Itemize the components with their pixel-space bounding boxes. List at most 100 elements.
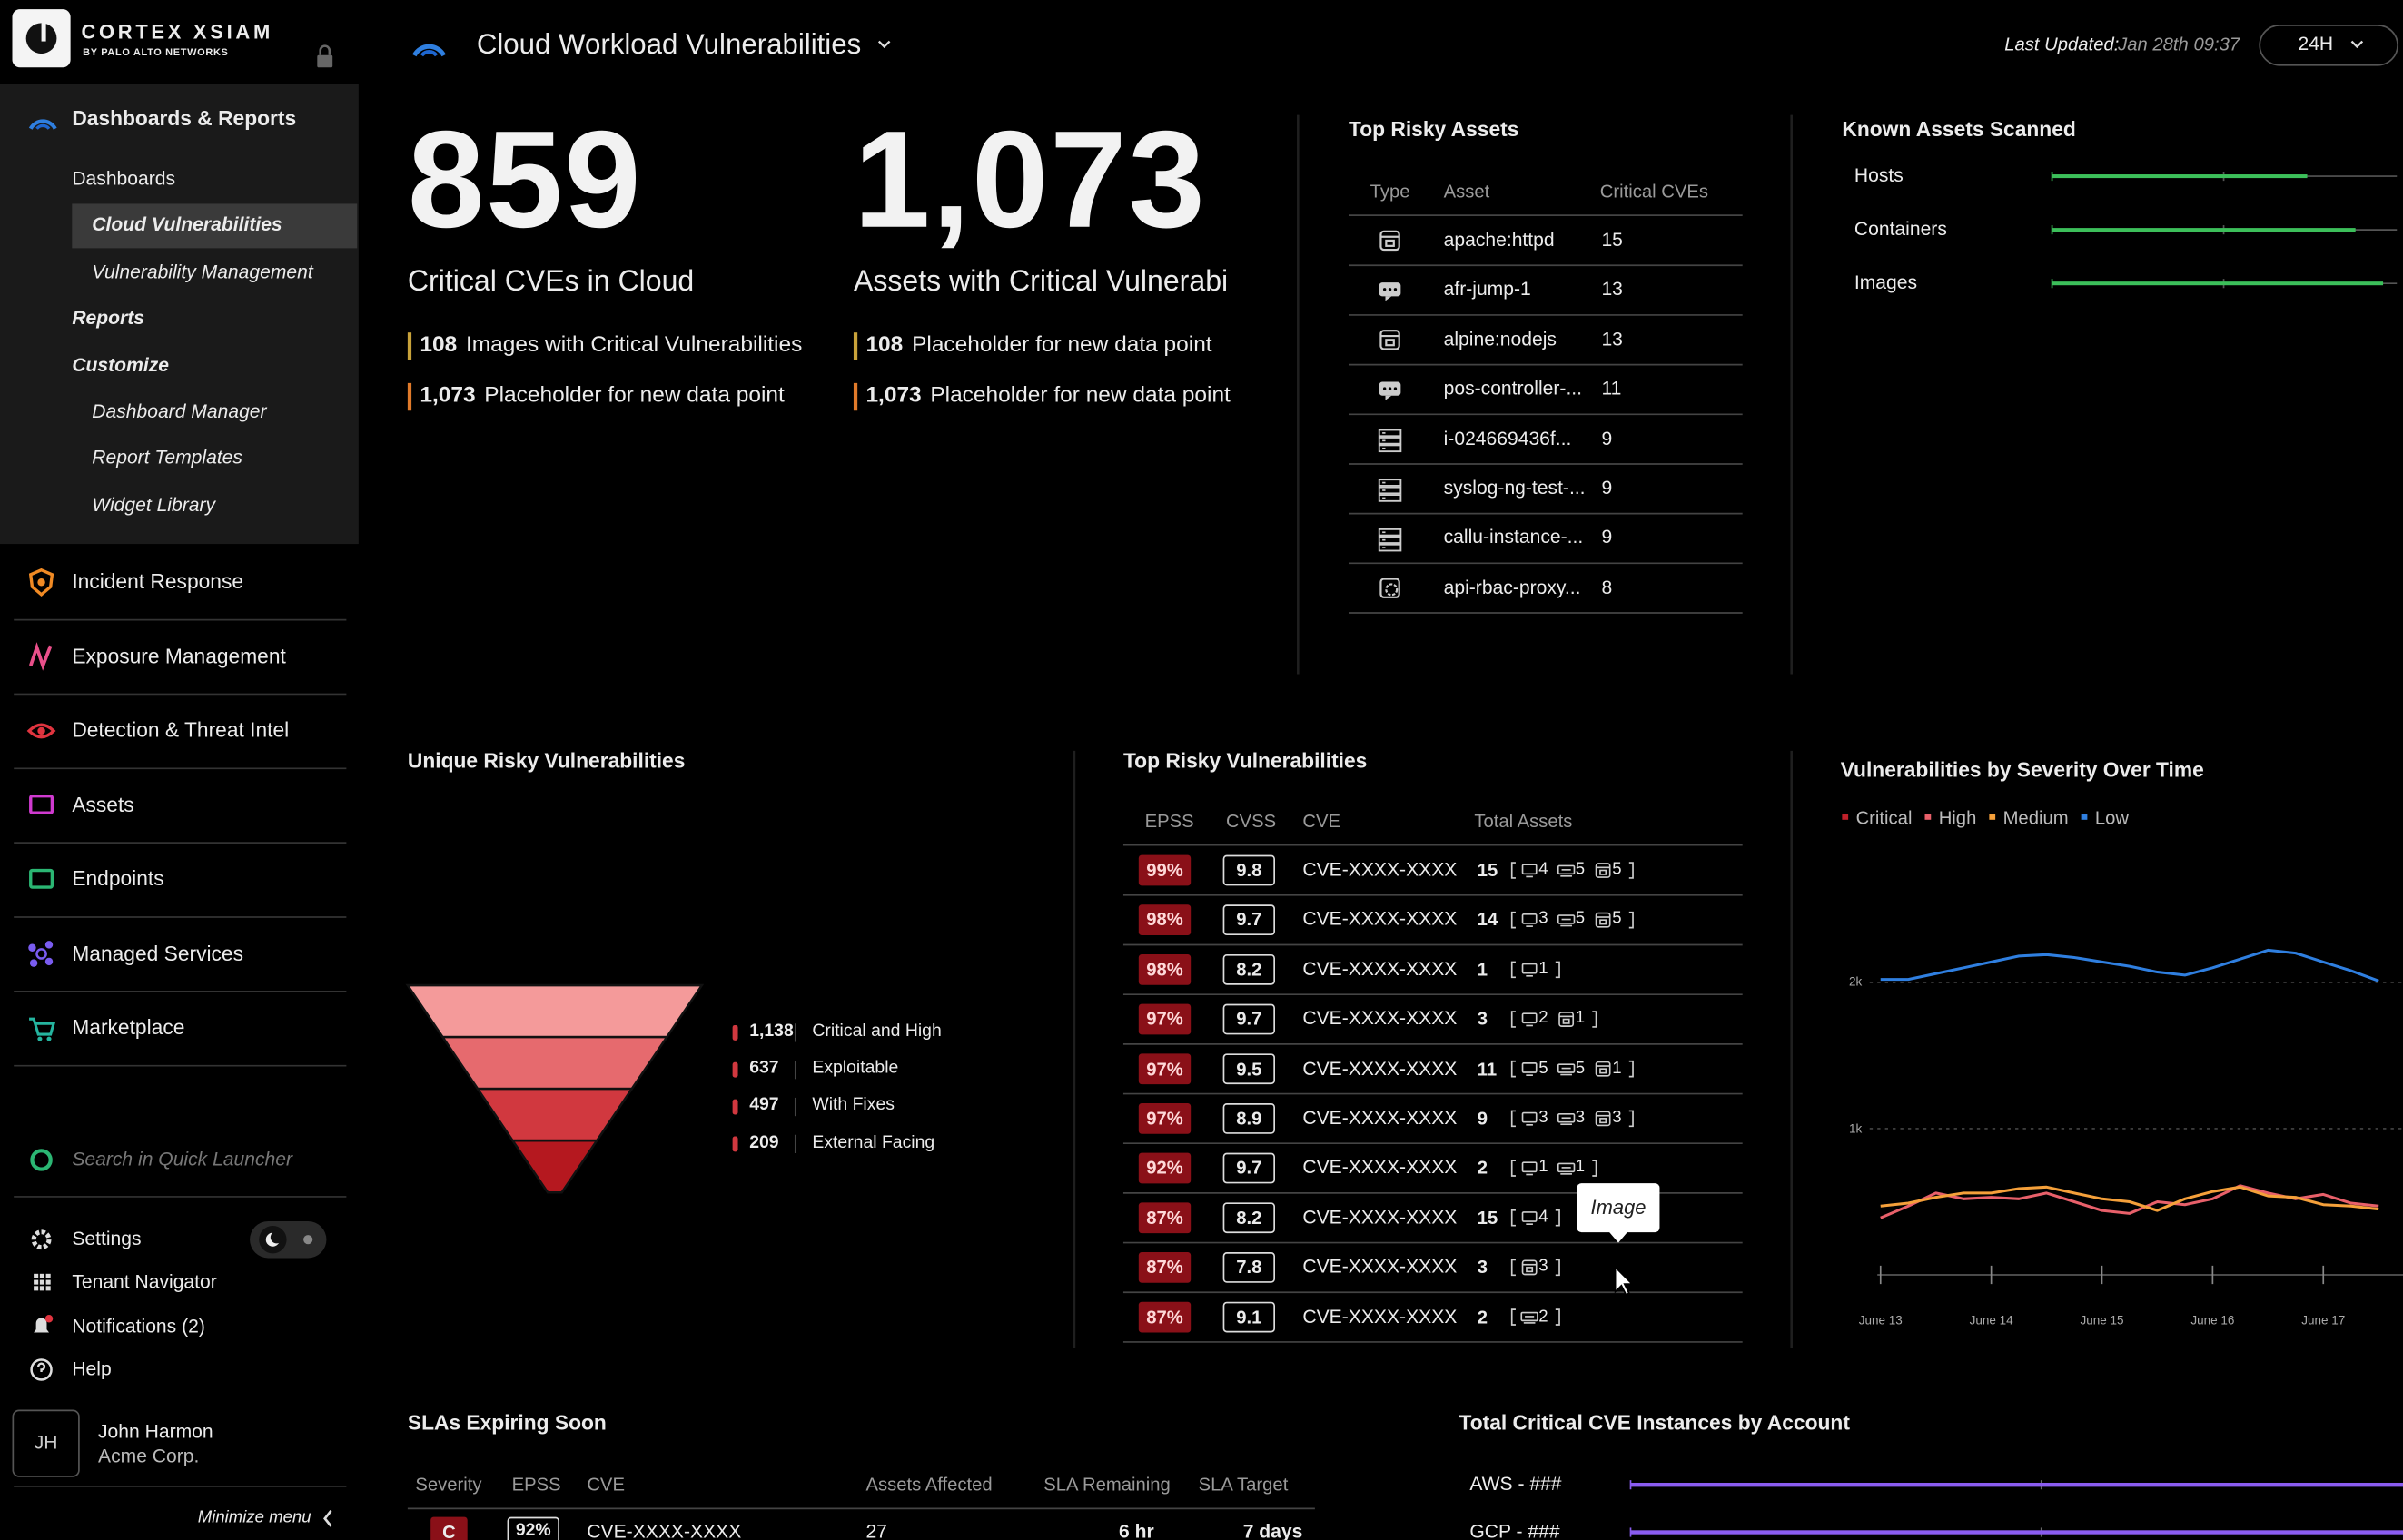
submenu-item[interactable]: Dashboards xyxy=(72,167,176,190)
asset-name[interactable]: alpine:nodejs xyxy=(1443,328,1557,350)
monitor-icon xyxy=(1521,913,1538,927)
utility-item[interactable]: Notifications (2) xyxy=(72,1315,205,1337)
asset-type-label: Containers xyxy=(1854,218,1947,241)
bracket xyxy=(1628,1110,1634,1128)
coverage-bar xyxy=(2052,174,2308,179)
nodes-icon xyxy=(28,941,54,967)
submenu-item[interactable]: Reports xyxy=(72,307,145,329)
cvss-value: 8.9 xyxy=(1236,1107,1262,1130)
asset-breakdown-count: 5 xyxy=(1575,860,1586,879)
funnel-label: Exploitable xyxy=(812,1059,899,1078)
user-avatar xyxy=(12,1409,80,1477)
nav-section[interactable]: Dashboards & Reports xyxy=(72,106,297,131)
help-icon xyxy=(30,1358,53,1381)
icon-part xyxy=(1562,1018,1570,1024)
icon-part xyxy=(1385,395,1392,400)
severity-value: C xyxy=(442,1521,456,1540)
legend-label[interactable]: Critical xyxy=(1855,806,1913,829)
cve-id[interactable]: CVE-XXXX-XXXX xyxy=(1302,1206,1458,1229)
asset-name[interactable]: pos-controller-... xyxy=(1443,378,1583,400)
cve-id[interactable]: CVE-XXXX-XXXX xyxy=(1302,1057,1458,1080)
cvss-value: 9.7 xyxy=(1236,909,1262,931)
dashboard-title[interactable]: Cloud Workload Vulnerabilities xyxy=(476,27,862,60)
asset-breakdown-count: 1 xyxy=(1575,1158,1586,1177)
epss-value: 98% xyxy=(1146,909,1183,931)
submenu-item[interactable]: Dashboard Manager xyxy=(92,400,267,422)
legend-label[interactable]: High xyxy=(1938,806,1977,829)
submenu-item[interactable]: Report Templates xyxy=(92,446,242,469)
box-icon xyxy=(1380,330,1400,350)
epss-value: 97% xyxy=(1146,1058,1183,1080)
cve-id[interactable]: CVE-XXXX-XXXX xyxy=(1302,1156,1458,1179)
icon-part xyxy=(35,948,47,960)
x-tick-label: June 13 xyxy=(1858,1313,1903,1328)
legend-label[interactable]: Medium xyxy=(2002,806,2069,829)
icon-part xyxy=(1378,429,1402,438)
icon-part xyxy=(1378,444,1402,453)
utility-item[interactable]: Settings xyxy=(72,1228,142,1250)
legend-marker xyxy=(732,1136,738,1152)
icon-part xyxy=(28,119,57,130)
nav-item[interactable]: Managed Services xyxy=(72,941,243,965)
cve-id[interactable]: CVE-XXXX-XXXX xyxy=(1302,1107,1458,1129)
cve-id[interactable]: CVE-XXXX-XXXX xyxy=(1302,1007,1458,1030)
brand-sub: BY PALO ALTO NETWORKS xyxy=(83,47,229,59)
nav-item[interactable]: Assets xyxy=(72,793,134,816)
icon-part xyxy=(1557,1112,1576,1123)
funnel-value: 209 xyxy=(749,1133,779,1152)
lock-icon xyxy=(317,54,333,68)
legend-marker xyxy=(732,1099,738,1115)
tenant-icon xyxy=(39,1273,44,1278)
asset-name[interactable]: api-rbac-proxy... xyxy=(1443,577,1581,598)
bracket xyxy=(1510,1011,1516,1028)
total-assets: 3 xyxy=(1477,1256,1488,1278)
range-button-label[interactable]: 24H xyxy=(2298,33,2334,54)
cvss-value: 9.1 xyxy=(1236,1306,1262,1328)
utility-item[interactable]: Help xyxy=(72,1357,112,1380)
column-header: EPSS xyxy=(511,1474,561,1496)
arc-icon xyxy=(28,119,57,130)
submenu-item[interactable]: Customize xyxy=(72,354,169,377)
icon-part xyxy=(1388,288,1392,291)
asset-name[interactable]: afr-jump-1 xyxy=(1443,278,1531,301)
minimize-menu[interactable]: Minimize menu xyxy=(197,1508,312,1527)
cvss-value: 7.8 xyxy=(1236,1256,1262,1278)
utility-item[interactable]: Tenant Navigator xyxy=(72,1271,217,1293)
box-icon xyxy=(1595,1111,1611,1127)
submenu-item[interactable]: Widget Library xyxy=(92,494,216,516)
bracket xyxy=(1628,1060,1634,1078)
cve-id[interactable]: CVE-XXXX-XXXX xyxy=(1302,958,1458,980)
total-assets: 2 xyxy=(1477,1306,1488,1328)
range-button[interactable] xyxy=(2259,25,2398,66)
asset-breakdown-count: 3 xyxy=(1612,1108,1622,1127)
cve-id[interactable]: CVE-XXXX-XXXX xyxy=(1302,908,1458,931)
nav-item[interactable]: Incident Response xyxy=(72,569,244,593)
legend-swatch xyxy=(1924,814,1932,820)
panel-title: Total Critical CVE Instances by Account xyxy=(1459,1411,1850,1435)
bracket xyxy=(1510,1308,1516,1326)
cve-id[interactable]: CVE-XXXX-XXXX xyxy=(1302,1256,1458,1278)
bracket xyxy=(1555,1209,1560,1227)
collapse-icon xyxy=(323,1510,332,1527)
cve-id[interactable]: CVE-XXXX-XXXX xyxy=(1302,858,1458,881)
quick-launcher-search[interactable]: Search in Quick Launcher xyxy=(72,1148,293,1170)
asset-name[interactable]: apache:httpd xyxy=(1443,229,1555,251)
asset-name[interactable]: i-024669436f... xyxy=(1443,427,1572,449)
asset-breakdown-count: 1 xyxy=(1612,1059,1622,1078)
submenu-item[interactable]: Vulnerability Management xyxy=(92,261,313,283)
user-org: Acme Corp. xyxy=(98,1446,200,1467)
legend-label[interactable]: Low xyxy=(2094,806,2129,829)
total-assets: 15 xyxy=(1477,859,1498,881)
nav-item[interactable]: Exposure Management xyxy=(72,644,286,667)
submenu-item[interactable]: Cloud Vulnerabilities xyxy=(92,213,282,236)
cve-id[interactable]: CVE-XXXX-XXXX xyxy=(587,1520,742,1540)
nav-item[interactable]: Marketplace xyxy=(72,1015,185,1039)
cve-id[interactable]: CVE-XXXX-XXXX xyxy=(1302,1305,1458,1328)
cvss-value: 8.2 xyxy=(1236,1207,1262,1229)
nav-item[interactable]: Detection & Threat Intel xyxy=(72,718,290,742)
asset-name[interactable]: syslog-ng-test-... xyxy=(1443,477,1586,499)
asset-name[interactable]: callu-instance-... xyxy=(1443,527,1584,548)
nav-item[interactable]: Endpoints xyxy=(72,866,164,891)
bracket xyxy=(1628,862,1634,879)
card-icon xyxy=(1557,914,1576,927)
